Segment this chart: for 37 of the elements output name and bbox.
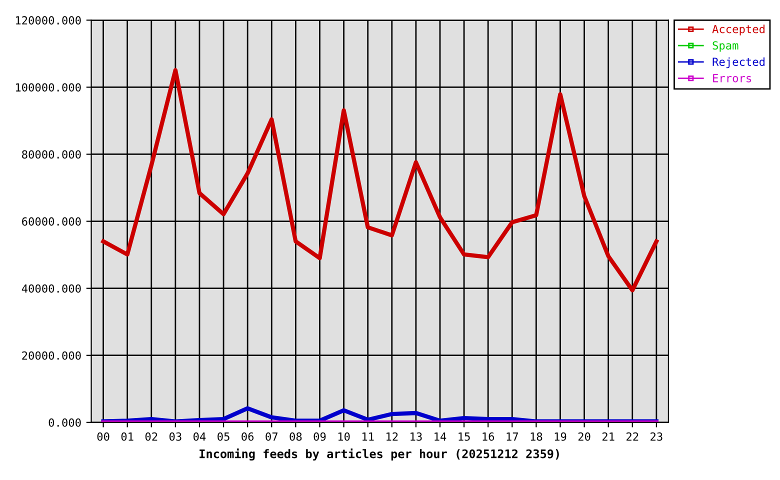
x-tick-label: 04 [194, 432, 206, 441]
x-tick-label: 22 [626, 432, 638, 441]
x-tick-label: 16 [482, 432, 494, 441]
x-tick-label: 14 [434, 432, 446, 441]
x-tick-label: 00 [97, 432, 110, 441]
x-tick-label: 17 [506, 432, 518, 441]
x-tick-label: 10 [338, 432, 350, 441]
x-tick-label: 02 [145, 432, 158, 441]
x-tick-label: 05 [218, 432, 230, 441]
legend-label: Rejected [712, 57, 764, 68]
x-tick-label: 07 [266, 432, 278, 441]
y-tick-label: 40000.000 [22, 284, 81, 293]
x-tick-label: 03 [169, 432, 182, 441]
x-tick-label: 09 [314, 432, 326, 441]
x-tick-label: 18 [530, 432, 542, 441]
x-tick-label: 01 [121, 432, 134, 441]
x-tick-label: 06 [242, 432, 254, 441]
x-tick-label: 13 [410, 432, 422, 441]
x-tick-label: 21 [602, 432, 614, 441]
x-tick-label: 23 [650, 432, 662, 441]
y-tick-label: 0.000 [48, 418, 81, 427]
y-tick-label: 60000.000 [22, 217, 81, 226]
x-tick-label: 11 [362, 432, 374, 441]
x-tick-label: 08 [290, 432, 302, 441]
y-tick-label: 100000.000 [16, 83, 81, 92]
y-tick-label: 80000.000 [22, 150, 81, 159]
legend-label: Spam [712, 41, 738, 52]
x-tick-label: 20 [578, 432, 590, 441]
legend-label: Errors [713, 74, 752, 82]
x-tick-label: 12 [386, 432, 398, 441]
x-tick-label: 19 [554, 432, 566, 441]
x-axis-title: Incoming feeds by articles per hour (20251212 2359) [200, 448, 559, 461]
x-tick-label: 15 [458, 432, 470, 441]
y-tick-label: 20000.000 [22, 351, 81, 360]
y-tick-label: 120000.000 [16, 16, 81, 25]
line-series [101, 68, 659, 292]
legend-label: Accepted [712, 24, 764, 36]
